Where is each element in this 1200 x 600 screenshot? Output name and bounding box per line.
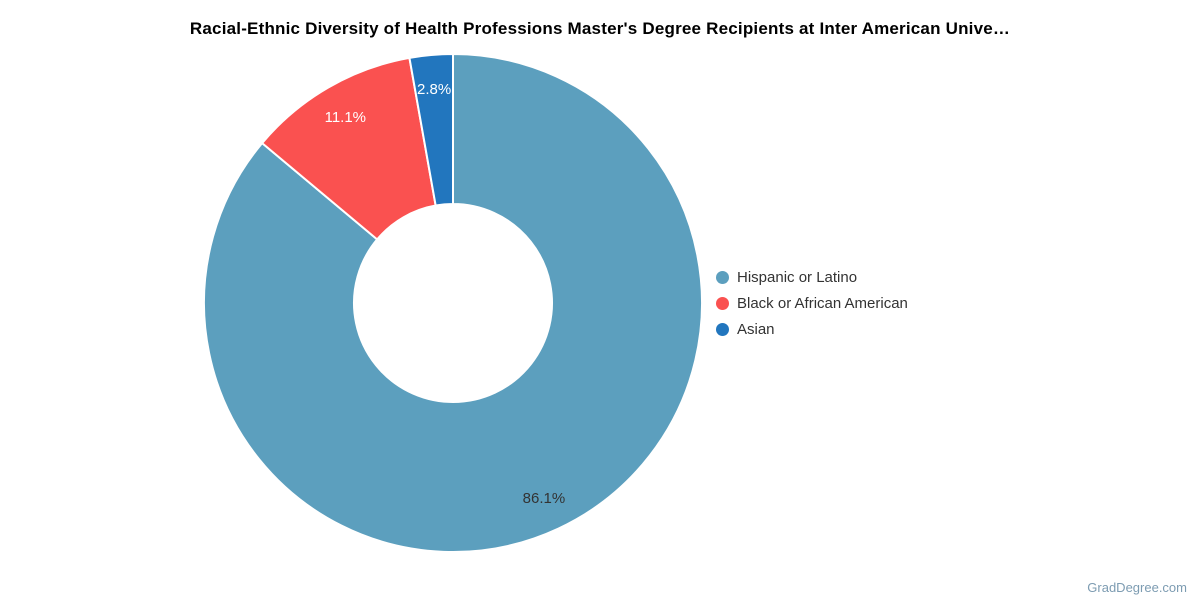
slice-label-hispanic-or-latino: 86.1%	[523, 490, 566, 507]
legend-item-asian[interactable]: Asian	[716, 316, 908, 342]
pie-slice-asian[interactable]	[408, 53, 454, 207]
legend-label: Black or African American	[737, 294, 908, 312]
pie-series	[203, 53, 703, 553]
chart-legend: Hispanic or Latino Black or African Ameri…	[716, 264, 908, 342]
legend-label: Asian	[737, 320, 775, 338]
pie-slice-black-or-african-american[interactable]	[261, 56, 437, 241]
pie-labels: 86.1% 11.1% 2.8%	[325, 81, 566, 507]
legend-item-black-or-african-american[interactable]: Black or African American	[716, 290, 908, 316]
legend-marker-circle-icon	[716, 296, 729, 310]
slice-label-asian: 2.8%	[417, 81, 451, 98]
pie-slice-hispanic-or-latino[interactable]	[203, 53, 703, 553]
slice-label-black-or-african-american: 11.1%	[325, 109, 366, 126]
legend-marker-circle-icon	[716, 322, 729, 336]
watermark-link[interactable]: GradDegree.com	[1087, 580, 1187, 595]
legend-label: Hispanic or Latino	[737, 268, 858, 286]
legend-marker-circle-icon	[716, 270, 729, 284]
legend-item-hispanic-or-latino[interactable]: Hispanic or Latino	[716, 264, 908, 290]
chart-title: Racial-Ethnic Diversity of Health Profes…	[189, 19, 1011, 38]
